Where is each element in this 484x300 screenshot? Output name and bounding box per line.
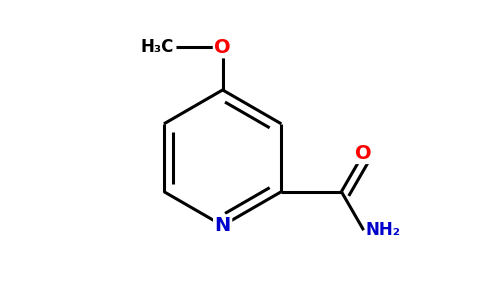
Text: H₃C: H₃C (141, 38, 174, 56)
Text: N: N (214, 216, 231, 235)
Text: O: O (355, 144, 372, 163)
Text: NH₂: NH₂ (365, 221, 401, 239)
Text: O: O (214, 38, 231, 57)
